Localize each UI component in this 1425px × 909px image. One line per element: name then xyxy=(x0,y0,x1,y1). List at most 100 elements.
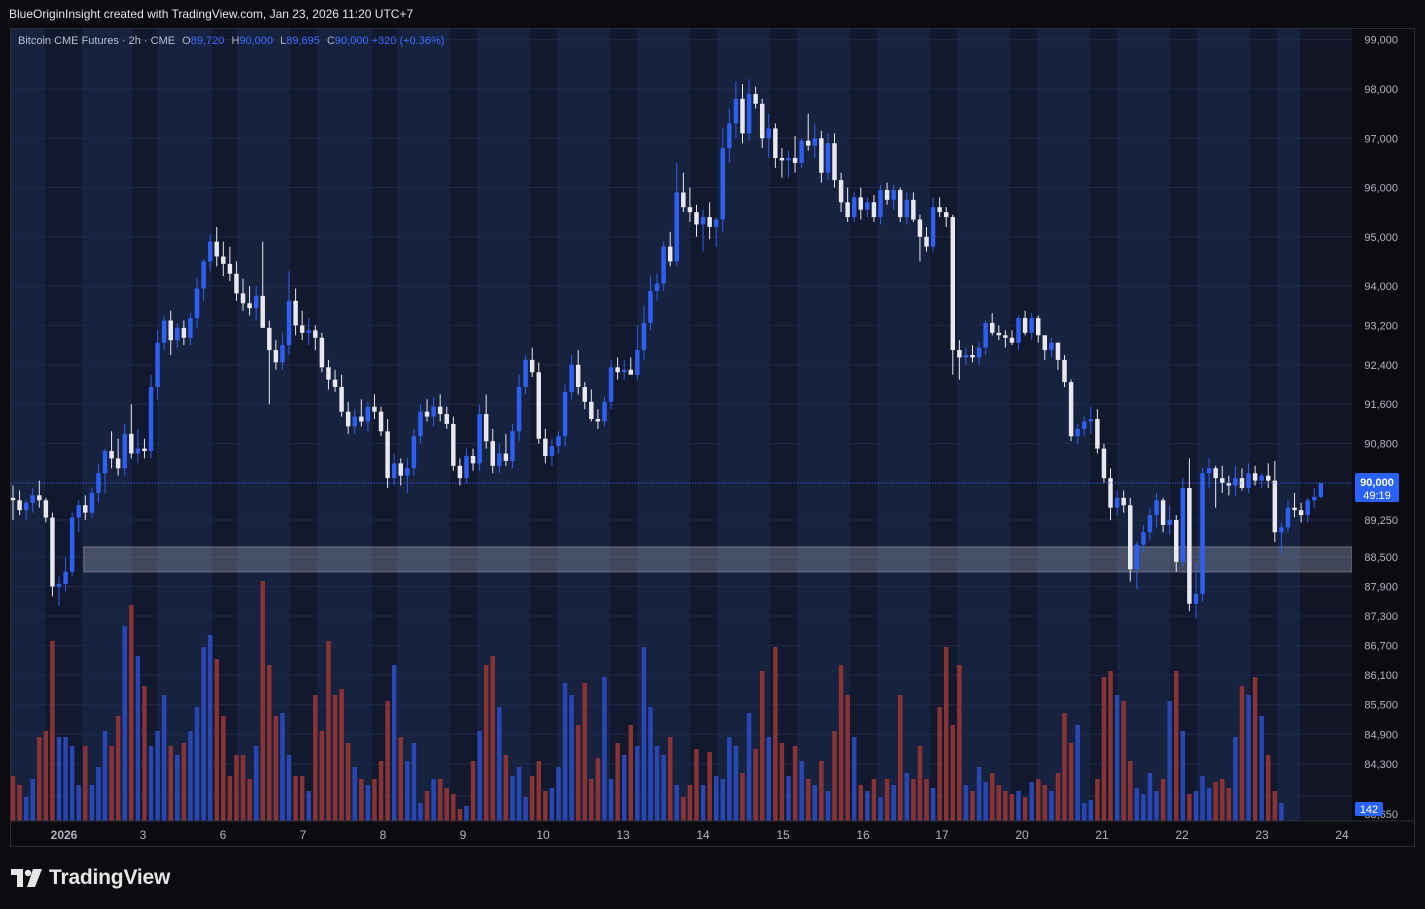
price-tick-label: 90,800 xyxy=(1364,439,1398,451)
legend-open-label: O xyxy=(182,35,191,47)
candle-body xyxy=(635,350,640,375)
candle-body xyxy=(621,369,627,373)
candle-body xyxy=(812,138,818,146)
volume-bar xyxy=(56,737,62,821)
time-tick-label: 3 xyxy=(140,828,147,842)
volume-bar xyxy=(405,761,410,821)
volume-bar xyxy=(911,779,916,821)
candle-body xyxy=(30,495,35,503)
legend-high-label: H xyxy=(231,35,240,47)
volume-bar xyxy=(280,713,285,821)
candle-body xyxy=(431,406,436,417)
legend-high: 90,000 xyxy=(239,35,274,47)
volume-bar xyxy=(115,716,121,821)
volume-bar xyxy=(943,647,949,821)
candle-body xyxy=(76,505,81,518)
volume-bar xyxy=(556,767,561,821)
tradingview-logo-icon xyxy=(11,869,42,887)
time-axis: 2026 3 6 7 8 9 10 13 14 15 16 17 20 21 22 23 24 xyxy=(11,820,1414,842)
candle-body xyxy=(700,217,706,225)
candle-body xyxy=(858,197,864,210)
candle-body xyxy=(109,451,114,459)
volume-bar xyxy=(529,776,535,821)
volume-bar xyxy=(1187,794,1192,821)
legend-close-label: C xyxy=(326,35,335,47)
candle-body xyxy=(1233,478,1238,486)
candle-body xyxy=(1003,335,1008,338)
volume-bar xyxy=(858,785,864,821)
candle-body xyxy=(1016,318,1021,343)
candle-body xyxy=(516,387,522,432)
last-price-badge xyxy=(1355,473,1399,503)
volume-bar xyxy=(234,755,239,821)
candle-body xyxy=(1318,483,1324,497)
volume-bar xyxy=(1128,761,1133,821)
candle-body xyxy=(89,492,95,513)
volume-bar xyxy=(786,776,791,821)
candle-body xyxy=(654,283,660,291)
candle-body xyxy=(306,330,311,333)
candle-body xyxy=(510,431,515,461)
volume-bar xyxy=(1259,716,1264,821)
candle-body xyxy=(56,584,62,587)
volume-bar xyxy=(437,779,443,821)
volume-bar xyxy=(884,779,890,821)
legend-low: 89,695 xyxy=(286,35,320,47)
volume-bar xyxy=(306,791,311,821)
volume-bar xyxy=(30,779,35,821)
volume-bar xyxy=(89,785,95,821)
candle-body xyxy=(1049,342,1054,351)
candle-body xyxy=(628,369,634,375)
candle-body xyxy=(582,387,587,402)
candle-body xyxy=(845,202,850,218)
price-axis: 99,000 98,000 97,000 96,000 95,000 94,000 93,2… xyxy=(1352,29,1414,821)
volume-bar xyxy=(641,647,647,821)
candle-body xyxy=(1022,318,1028,333)
volume-bar xyxy=(102,731,108,821)
candle-body xyxy=(319,337,325,368)
volume-bar xyxy=(582,683,587,821)
volume-bar xyxy=(1095,779,1100,821)
volume-bar xyxy=(1035,779,1041,821)
volume-bar xyxy=(69,746,75,821)
chart-frame[interactable] xyxy=(10,28,1415,847)
candle-body xyxy=(359,416,364,422)
volume-bar xyxy=(1134,788,1140,821)
price-axis-background xyxy=(1352,29,1414,821)
price-tick-label: 86,100 xyxy=(1364,670,1398,682)
candle-body xyxy=(832,143,837,181)
volume-bar xyxy=(516,767,522,821)
volume-bar xyxy=(1029,782,1034,821)
volume-bar xyxy=(129,605,134,821)
volume-bar xyxy=(286,755,292,821)
time-tick-label: 23 xyxy=(1255,828,1269,842)
tradingview-logo[interactable]: TradingView xyxy=(11,866,170,890)
candle-body xyxy=(1213,468,1218,479)
volume-bar xyxy=(523,797,528,821)
volume-bar xyxy=(10,776,16,821)
candle-body xyxy=(497,453,502,466)
volume-bar xyxy=(319,731,325,821)
candle-body xyxy=(115,458,121,469)
candle-body xyxy=(1298,510,1304,516)
session-band xyxy=(290,29,317,821)
volume-bar xyxy=(825,791,831,821)
candle-body xyxy=(286,300,292,346)
candle-body xyxy=(299,325,305,333)
volume-bar xyxy=(227,776,233,821)
candle-body xyxy=(865,202,870,210)
support-zone-box xyxy=(83,546,1353,573)
price-tick-label: 84,900 xyxy=(1364,729,1398,741)
candle-body xyxy=(897,189,903,218)
candle-body xyxy=(451,423,456,466)
time-tick-label: 24 xyxy=(1335,828,1349,842)
candle-body xyxy=(1292,507,1297,511)
price-tick-label: 85,500 xyxy=(1364,700,1398,712)
volume-bar xyxy=(635,746,640,821)
volume-bar xyxy=(832,731,837,821)
volume-bar xyxy=(595,758,601,821)
volume-bar xyxy=(1266,755,1271,821)
candle-body xyxy=(1009,337,1015,343)
candle-body xyxy=(168,320,173,341)
